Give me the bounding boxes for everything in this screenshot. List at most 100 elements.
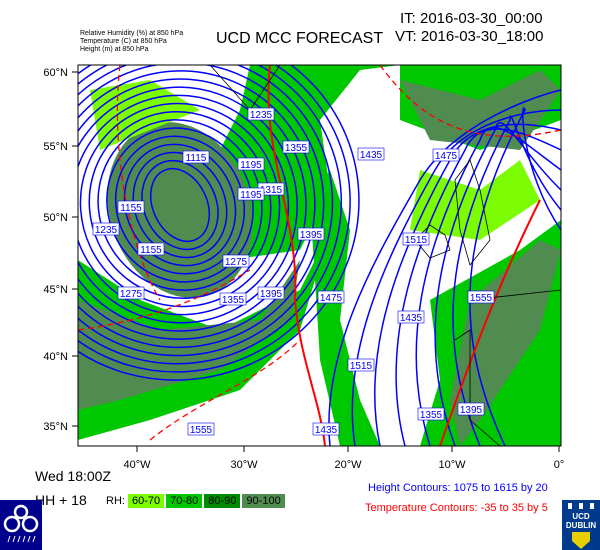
temperature-contour-note: Temperature Contours: -35 to 35 by 5 [365, 502, 548, 514]
height-label-box [137, 242, 165, 256]
height-label-box [357, 147, 385, 161]
height-label: 1195 [240, 160, 262, 171]
height-label-box [297, 227, 325, 241]
height-label-box [282, 140, 310, 154]
height-contour [132, 151, 228, 259]
init-time: IT: 2016-03-30_00:00 [400, 10, 543, 27]
height-contour [395, 128, 561, 446]
rh-label: RH: [106, 495, 125, 507]
variable-legend: Relative Humidity (%) at 850 hPa Tempera… [80, 30, 183, 54]
temperature-contours [78, 65, 561, 446]
height-contour [78, 65, 360, 381]
height-contour [78, 65, 334, 357]
height-label: 1155 [120, 203, 142, 214]
height-contour [114, 135, 246, 275]
height-contour [415, 127, 561, 446]
height-contour [452, 115, 561, 446]
height-label-box [317, 290, 345, 304]
height-label: 1395 [300, 230, 323, 241]
variable-rh: Relative Humidity (%) at 850 hPa [80, 30, 184, 37]
height-label-box [457, 402, 485, 416]
height-label-box [397, 310, 425, 324]
rh-bin-60-70: 60-70 [128, 494, 165, 508]
height-label: 1395 [260, 289, 283, 300]
height-label-box [312, 422, 340, 436]
height-contour [106, 127, 254, 283]
height-label-box [92, 222, 120, 236]
height-contour-note: Height Contours: 1075 to 1615 by 20 [368, 482, 548, 494]
height-contour [141, 159, 219, 251]
height-labels: 1115 1155 1195 1235 1275 1315 1355 1395 1435 1475… [92, 107, 495, 436]
height-label: 1395 [460, 405, 483, 416]
variable-temp: Temperature (C) at 850 hPa [80, 38, 167, 45]
mcc-logo [0, 500, 42, 550]
height-label-box [117, 200, 145, 214]
height-label: 1275 [225, 257, 248, 268]
height-contour [328, 89, 561, 446]
rh-bin-70-80: 70-80 [166, 494, 203, 508]
height-contour [78, 86, 298, 324]
height-label: 1315 [260, 185, 283, 196]
height-label: 1235 [95, 225, 118, 236]
lat-label: 50°N [43, 212, 68, 224]
height-label-box [219, 292, 247, 306]
height-label-box [467, 290, 495, 304]
height-label: 1355 [420, 410, 443, 421]
height-label-box [187, 422, 215, 436]
height-label-box [117, 286, 145, 300]
height-label: 1475 [320, 293, 343, 304]
variable-height: Height (m) at 850 hPa [80, 46, 149, 53]
lat-label: 35°N [43, 421, 68, 433]
day-time: Wed 18:00Z [35, 468, 112, 484]
height-contour [97, 119, 263, 291]
height-label: 1515 [405, 235, 428, 246]
height-contour [78, 65, 325, 349]
ucd-logo-text: UCD DUBLIN [565, 512, 597, 530]
height-contour [374, 123, 561, 446]
height-label-box [402, 232, 430, 246]
height-label: 1155 [140, 245, 162, 256]
rh-bin-90-100: 90-100 [242, 494, 285, 508]
height-label: 1475 [435, 151, 458, 162]
height-label-box [347, 358, 375, 372]
height-contour [123, 143, 237, 267]
height-label: 1435 [315, 425, 338, 436]
height-contour [434, 122, 561, 446]
lat-label: 55°N [43, 141, 68, 153]
height-contour [78, 65, 351, 373]
height-label: 1275 [120, 289, 143, 300]
height-label: 1555 [470, 293, 493, 304]
lon-label: 0° [554, 459, 565, 471]
height-label-box [237, 187, 265, 201]
height-contour [469, 107, 561, 446]
lat-label: 45°N [43, 284, 68, 296]
lon-label: 10°W [438, 459, 466, 471]
lead-time: HH + 18 [35, 492, 87, 508]
height-label: 1435 [360, 150, 383, 161]
lat-label: 40°N [43, 351, 68, 363]
height-label-box [237, 157, 265, 171]
height-label-box [222, 254, 250, 268]
height-contour [149, 167, 211, 243]
page-title: UCD MCC FORECAST [216, 30, 384, 47]
lon-label: 20°W [334, 459, 362, 471]
rh-legend: RH: 60-70 70-80 80-90 90-100 [106, 494, 287, 508]
height-label: 1115 [186, 153, 207, 164]
lon-label: 30°W [230, 459, 258, 471]
height-label: 1515 [350, 361, 373, 372]
height-label: 1555 [190, 425, 213, 436]
height-label: 1355 [285, 143, 308, 154]
height-contours [78, 65, 561, 446]
height-label: 1355 [222, 295, 245, 306]
valid-time: VT: 2016-03-30_18:00 [395, 28, 544, 45]
height-label-box [432, 148, 460, 162]
height-label: 1435 [400, 313, 423, 324]
height-contour [78, 65, 343, 365]
height-label-box [247, 107, 275, 121]
height-label: 1195 [240, 190, 262, 201]
map-axes: 60°N 55°N 50°N 45°N 40°N 35°N 40°W 30°W 20°W 10°W… [43, 67, 564, 471]
lat-label: 60°N [43, 67, 68, 79]
height-label-box [417, 407, 445, 421]
